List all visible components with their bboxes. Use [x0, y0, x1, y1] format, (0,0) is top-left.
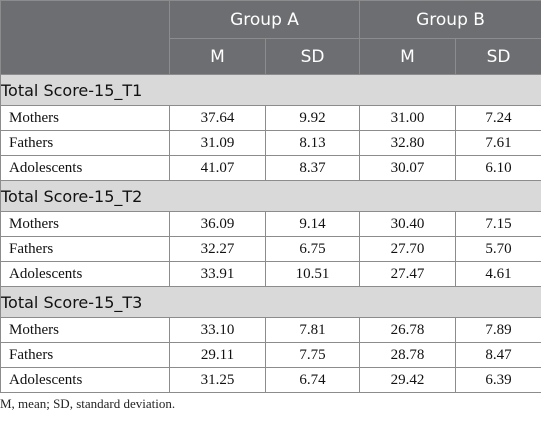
- row-label: Adolescents: [0, 261, 170, 287]
- table-cell-value: 8.13: [264, 130, 361, 156]
- group-a-mean-header: M: [169, 38, 266, 75]
- table-row: Mothers 33.10 7.81 26.78 7.89: [0, 317, 541, 343]
- row-label: Fathers: [0, 236, 170, 262]
- table-cell-value: 7.75: [264, 342, 361, 368]
- table-cell-value: 6.74: [264, 367, 361, 393]
- table-cell-value: 29.11: [169, 342, 266, 368]
- table-cell-value: 27.47: [359, 261, 457, 287]
- table-cell-value: 9.14: [264, 211, 361, 237]
- group-b-mean-header: M: [359, 38, 457, 75]
- table-cell-value: 33.10: [169, 317, 266, 343]
- table-cell-value: 31.09: [169, 130, 266, 156]
- section-title: Total Score-15_T3: [0, 286, 541, 318]
- table-cell-value: 36.09: [169, 211, 266, 237]
- corner-header-cell: [0, 0, 170, 75]
- table-row: Fathers 29.11 7.75 28.78 8.47: [0, 342, 541, 368]
- row-label: Mothers: [0, 317, 170, 343]
- group-a-header: Group A: [168, 0, 361, 39]
- row-label: Fathers: [0, 130, 170, 156]
- table-row: Adolescents 41.07 8.37 30.07 6.10: [0, 155, 541, 181]
- table-cell-value: 31.00: [359, 105, 457, 131]
- table-cell-value: 7.81: [264, 317, 361, 343]
- row-label: Mothers: [0, 211, 170, 237]
- table-cell-value: 30.40: [359, 211, 457, 237]
- table-cell-value: 27.70: [359, 236, 457, 262]
- table-cell-value: 8.37: [264, 155, 361, 181]
- table-cell-value: 31.25: [169, 367, 266, 393]
- table-row: Adolescents 31.25 6.74 29.42 6.39: [0, 367, 541, 393]
- row-label: Mothers: [0, 105, 170, 131]
- table-cell-value: 37.64: [169, 105, 266, 131]
- table-cell-value: 32.80: [359, 130, 457, 156]
- group-b-header: Group B: [359, 0, 541, 39]
- row-label: Adolescents: [0, 155, 170, 181]
- table-row: Mothers 36.09 9.14 30.40 7.15: [0, 211, 541, 237]
- table-cell-value: 33.91: [169, 261, 266, 287]
- table-footnote: M, mean; SD, standard deviation.: [0, 396, 176, 411]
- table-cell-value: 30.07: [359, 155, 457, 181]
- table-row: Fathers 32.27 6.75 27.70 5.70: [0, 236, 541, 262]
- table-row: Adolescents 33.91 10.51 27.47 4.61: [0, 261, 541, 287]
- table-cell-value: 28.78: [359, 342, 457, 368]
- section-row: Total Score-15_T2: [0, 180, 541, 212]
- row-label: Fathers: [0, 342, 170, 368]
- row-label: Adolescents: [0, 367, 170, 393]
- table-cell-value: 26.78: [359, 317, 457, 343]
- section-title: Total Score-15_T2: [0, 180, 541, 212]
- table-cell-value: 7.89: [455, 317, 541, 343]
- table-cell-value: 8.47: [455, 342, 541, 368]
- table-cell-value: 7.61: [455, 130, 541, 156]
- table-cell-value: 5.70: [455, 236, 541, 262]
- group-a-sd-header: SD: [264, 38, 361, 75]
- table-row: Mothers 37.64 9.92 31.00 7.24: [0, 105, 541, 131]
- table-cell-value: 4.61: [455, 261, 541, 287]
- table-cell-value: 7.15: [455, 211, 541, 237]
- section-title: Total Score-15_T1: [0, 74, 541, 106]
- table-cell-value: 10.51: [264, 261, 361, 287]
- table-cell-value: 6.39: [455, 367, 541, 393]
- table-cell-value: 41.07: [169, 155, 266, 181]
- section-row: Total Score-15_T1: [0, 74, 541, 106]
- table-cell-value: 6.10: [455, 155, 541, 181]
- group-b-sd-header: SD: [455, 38, 541, 75]
- table-cell-value: 7.24: [455, 105, 541, 131]
- table-row: Fathers 31.09 8.13 32.80 7.61: [0, 130, 541, 156]
- table-cell-value: 6.75: [264, 236, 361, 262]
- table-cell-value: 9.92: [264, 105, 361, 131]
- table-cell-value: 32.27: [169, 236, 266, 262]
- table-cell-value: 29.42: [359, 367, 457, 393]
- section-row: Total Score-15_T3: [0, 286, 541, 318]
- statistics-table: Group A Group B M SD M SD Total Score-15…: [0, 0, 541, 393]
